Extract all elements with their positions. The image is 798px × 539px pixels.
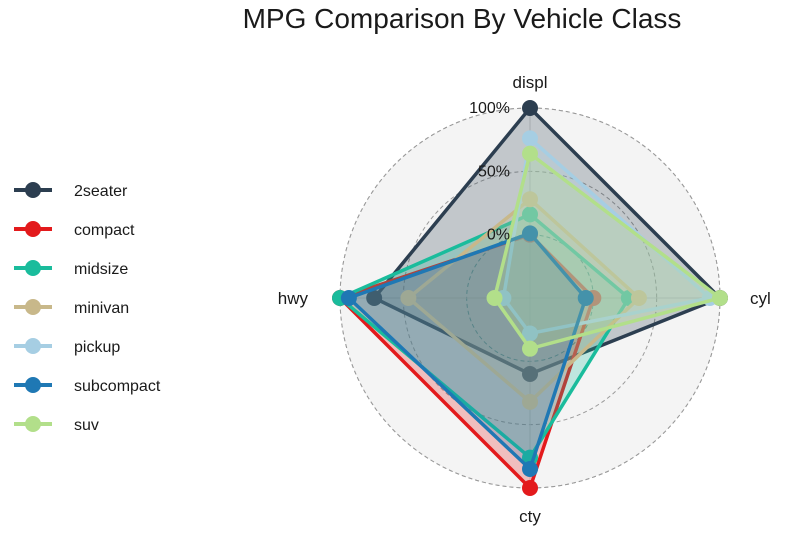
legend-marker: [25, 260, 41, 276]
data-point: [522, 206, 538, 223]
legend-label: subcompact: [74, 378, 161, 395]
data-point: [522, 366, 538, 382]
legend-item-minivan: minivan: [14, 299, 129, 317]
axis-label-cyl: cyl: [750, 289, 771, 308]
legend-marker: [25, 221, 41, 237]
data-point: [522, 130, 538, 147]
data-point: [522, 225, 538, 242]
legend-item-pickup: pickup: [14, 338, 120, 356]
series-subcompact: [340, 225, 594, 477]
legend-item-compact: compact: [14, 221, 135, 239]
data-point: [522, 480, 538, 496]
series-layer: [332, 100, 728, 496]
axis-label-hwy: hwy: [278, 289, 309, 308]
legend-marker: [25, 299, 41, 315]
axis-label-layer: displ cyl cty hwy: [278, 73, 771, 526]
data-point: [522, 340, 538, 357]
chart-title: MPG Comparison By Vehicle Class: [243, 3, 682, 34]
grid-label-layer: 0% 50% 100%: [469, 100, 510, 244]
grid-label: 100%: [469, 100, 510, 117]
data-point: [712, 290, 728, 306]
data-point: [486, 290, 503, 306]
legend-marker: [25, 182, 41, 198]
data-point: [400, 290, 417, 306]
data-point: [522, 325, 538, 342]
data-point: [522, 191, 538, 208]
legend-label: pickup: [74, 339, 120, 356]
legend-label: suv: [74, 417, 99, 434]
legend-item-midsize: midsize: [14, 260, 128, 278]
grid-label: 50%: [478, 163, 510, 180]
series-minivan: [400, 191, 647, 410]
axis-label-cty: cty: [519, 507, 541, 526]
legend-label: midsize: [74, 261, 128, 278]
legend-marker: [25, 416, 41, 432]
data-point: [340, 290, 357, 306]
legend-marker: [25, 338, 41, 354]
legend-marker: [25, 377, 41, 393]
legend-item-2seater: 2seater: [14, 182, 128, 200]
axis-label-displ: displ: [513, 73, 548, 92]
series-suv: [486, 145, 728, 357]
data-point: [366, 290, 383, 306]
data-point: [522, 393, 538, 410]
legend-label: compact: [74, 222, 135, 239]
data-point: [630, 290, 647, 306]
legend-item-suv: suv: [14, 416, 99, 434]
legend: 2seater compact midsize minivan pickup subcom…: [14, 182, 161, 434]
grid-label: 0%: [487, 227, 510, 244]
legend-item-subcompact: subcompact: [14, 377, 161, 395]
legend-label: 2seater: [74, 183, 128, 200]
data-point: [577, 290, 594, 306]
legend-label: minivan: [74, 300, 129, 317]
data-point: [522, 100, 538, 116]
data-point: [522, 145, 538, 162]
data-point: [522, 461, 538, 477]
